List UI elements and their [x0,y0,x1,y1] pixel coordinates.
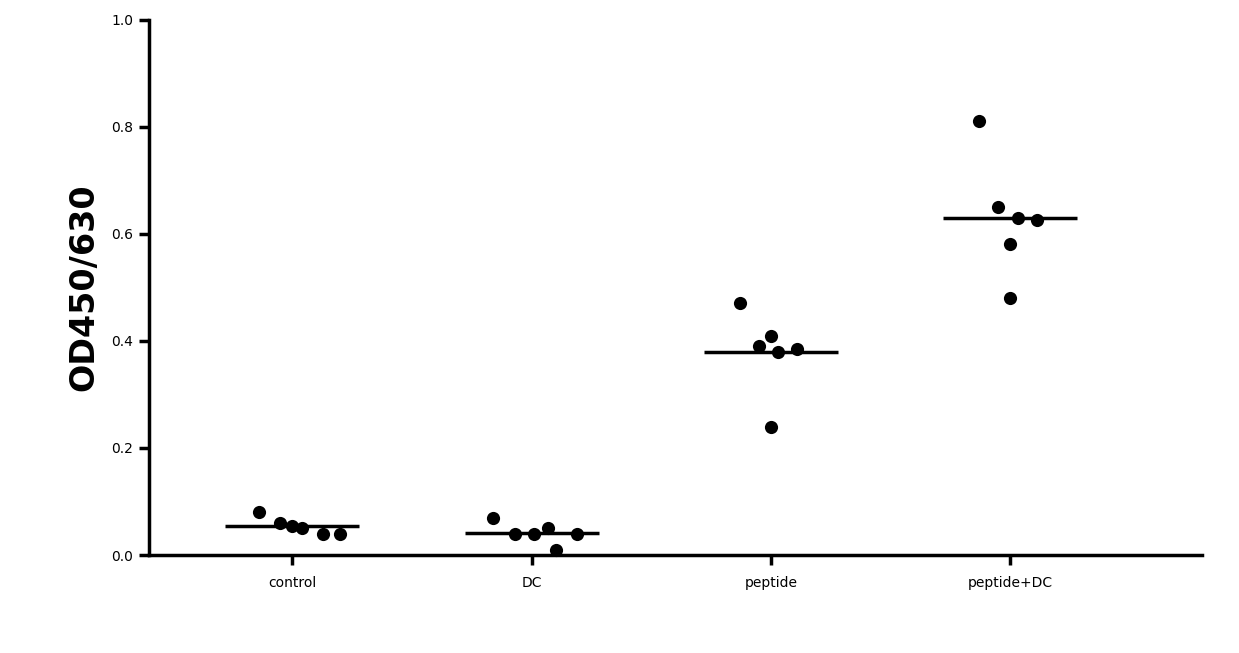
Point [524,528,544,539]
Point [567,528,587,539]
Point [1007,212,1027,223]
Point [1000,239,1020,249]
Point [761,421,781,432]
Point [313,528,333,539]
Point [282,520,302,531]
Y-axis label: OD450/630: OD450/630 [67,183,100,391]
Point [768,346,788,357]
Point [270,518,290,528]
Point [761,330,781,341]
Point [1000,293,1020,303]
Point [1027,215,1047,226]
Point [506,528,525,539]
Point [292,523,312,534]
Point [730,298,750,309]
Point [750,341,769,351]
Point [969,116,989,127]
Point [483,513,503,523]
Point [539,523,559,534]
Point [989,202,1009,212]
Point [545,545,565,555]
Point [249,507,269,517]
Point [331,528,351,539]
Point [788,343,808,354]
